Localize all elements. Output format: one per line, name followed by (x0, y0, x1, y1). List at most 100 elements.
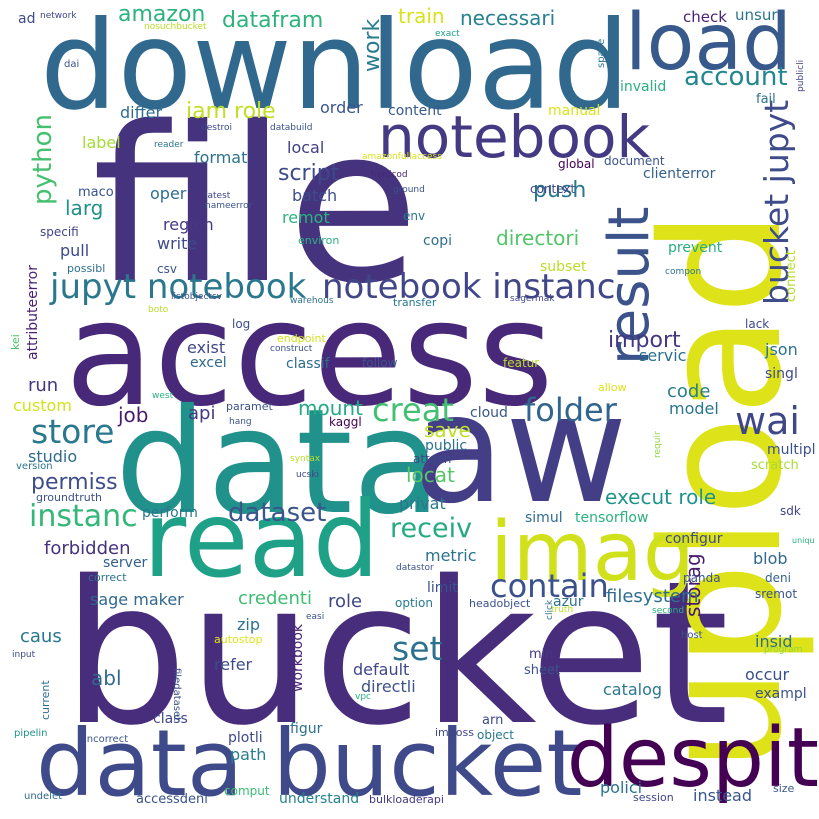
word-ad: ad (18, 11, 36, 27)
word-insid: insid (755, 632, 793, 651)
word-featur: featur (503, 356, 540, 370)
word-document: document (604, 154, 665, 168)
word-iam-role: iam role (186, 99, 276, 124)
word-log: log (232, 317, 251, 331)
word-jupyt-notebook: jupyt notebook (50, 267, 307, 307)
word-follow: follow (362, 356, 398, 370)
word-truth: truth (551, 605, 574, 615)
word-paramet: paramet (226, 400, 273, 413)
word-model: model (669, 399, 719, 418)
word-copi: copi (423, 233, 453, 249)
word-nameerror: nameerror (205, 201, 253, 211)
word-differ: differ (120, 103, 163, 122)
word-read: read (143, 479, 380, 601)
word-deni: deni (765, 571, 791, 585)
word-subset: subset (540, 259, 587, 275)
word-permiss: permiss (31, 470, 118, 495)
word-contain: contain (490, 567, 609, 605)
word-singl: singl (765, 366, 798, 382)
word-min: min (529, 647, 554, 662)
word-easi: easi (306, 612, 325, 622)
word-version: version (16, 461, 53, 472)
word-dai: dai (64, 59, 80, 70)
word-input: input (12, 650, 36, 660)
word-object: object (477, 728, 514, 742)
word-option: option (395, 596, 433, 610)
word-clienterror: clienterror (643, 166, 716, 182)
word-receiv: receiv (390, 513, 473, 544)
word-invalid: invalid (620, 79, 667, 95)
word-csv: csv (157, 262, 177, 276)
word-directli: directli (361, 677, 416, 696)
word-prevent: prevent (668, 240, 723, 256)
word-destroi: destroi (201, 123, 232, 133)
word-instead: instead (693, 786, 752, 805)
word-vpc: click (545, 599, 555, 620)
word-simul: simul (525, 510, 563, 526)
word-cloud: cloud (470, 405, 508, 421)
word-specifi: specifi (40, 225, 79, 239)
word-data: data (115, 378, 442, 547)
word-api: api (188, 403, 216, 424)
word-refer: refer (214, 655, 253, 674)
word-environ: environ (298, 234, 340, 247)
word-python: python (28, 114, 58, 205)
word-arn: arn (482, 713, 504, 728)
word-server: server (103, 555, 148, 571)
word-role: role (328, 591, 363, 612)
word-access: access (65, 270, 554, 439)
word-sage-maker: sage maker (90, 590, 184, 609)
word-datafram: datafram (222, 8, 324, 33)
word-store: store (31, 412, 115, 451)
word-zip: zip (237, 615, 260, 634)
word-directori: directori (496, 226, 580, 250)
word-size: size (773, 782, 795, 795)
word-path: path (230, 745, 267, 764)
word-figur: figur (290, 721, 323, 737)
word-remot: remot (282, 208, 330, 227)
word-latest: latest (205, 191, 231, 201)
word-work: work (360, 18, 385, 72)
word-run: run (28, 375, 59, 396)
word-job: job (118, 403, 149, 427)
word-larg: larg (65, 196, 104, 220)
word-oper: oper (150, 184, 187, 203)
word-west: west (152, 391, 174, 401)
word-reader: reader (154, 140, 184, 150)
word-transfer: transfer (393, 296, 437, 309)
word-default: default (353, 660, 410, 679)
word-region: region (163, 215, 214, 234)
word-env: env (403, 209, 426, 223)
word-format: format (194, 148, 248, 167)
word-push: push (533, 178, 587, 203)
word-filedataset: filedataset (171, 668, 182, 722)
word-ground: ground (393, 185, 425, 195)
word-order: order (320, 98, 363, 117)
word-network: network (40, 11, 77, 21)
word-notebook: notebook (378, 103, 651, 171)
word-compon: compon (665, 267, 702, 277)
word-limit: limit (427, 580, 458, 596)
word-servic: servic (639, 346, 687, 365)
word-dataset: dataset (228, 498, 327, 528)
word-label: label (82, 133, 121, 152)
word-execut-role: execut role (605, 485, 717, 509)
word-aw: aw (413, 363, 628, 537)
word-despit: despit (566, 711, 819, 806)
word-file: file (92, 80, 420, 331)
word-context: context (530, 182, 576, 196)
word-second: second (652, 606, 685, 616)
word-check: check (683, 8, 727, 26)
word-possibl: possibl (67, 262, 106, 275)
word-comput: comput (224, 784, 270, 798)
word-script: script (278, 161, 340, 186)
word-accessdeni: accessdeni (136, 792, 208, 807)
word-forbidden: forbidden (44, 538, 131, 559)
word-json: json (765, 340, 798, 359)
word-requir: requir (653, 431, 663, 458)
word-correct: correct (88, 571, 127, 584)
word-custom: custom (13, 396, 72, 415)
word-exact: exact (435, 29, 460, 39)
word-iam: autostop (214, 633, 263, 646)
